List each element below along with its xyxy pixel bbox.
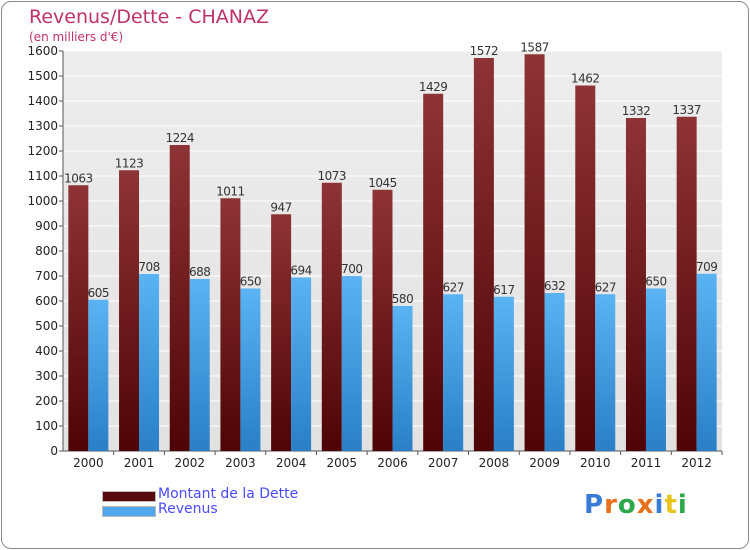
bar-revenus [544,293,565,451]
chart-title: Revenus/Dette - CHANAZ [29,6,269,28]
x-tick-label: 2010 [580,456,611,470]
bar-dette [220,198,241,451]
y-tick-label: 900 [35,219,58,233]
x-tick-label: 2008 [479,456,510,470]
legend-label-debt: Montant de la Dette [158,486,299,502]
logo-letter: i [677,490,688,520]
data-label-revenus: 694 [290,264,311,278]
data-label-revenus: 650 [240,275,261,289]
bar-dette [119,170,140,451]
logo-letter: i [654,490,665,520]
data-label-dette: 1462 [571,72,600,86]
logo-letter: P [584,490,605,520]
bar-dette [676,116,697,451]
bar-dette [625,118,646,451]
bar-revenus [696,273,717,451]
data-label-revenus: 627 [442,280,463,294]
data-label-dette: 1045 [368,176,397,190]
data-label-dette: 1073 [318,169,347,183]
bar-dette [169,145,190,451]
data-label-dette: 1429 [419,80,448,94]
bar-dette [68,185,89,451]
data-label-revenus: 627 [595,280,616,294]
chart-subtitle: (en milliers d'€) [29,30,124,44]
bar-revenus [443,294,464,451]
y-tick-label: 500 [35,319,58,333]
y-tick-label: 1400 [27,94,58,108]
bar-revenus [189,279,210,451]
x-tick-label: 2012 [681,456,712,470]
y-tick-label: 800 [35,244,58,258]
bar-dette [524,54,545,451]
y-tick-label: 100 [35,419,58,433]
y-tick-label: 1300 [27,119,58,133]
bar-revenus [240,288,261,451]
y-tick-label: 1600 [27,44,58,58]
bar-revenus [139,274,160,451]
y-tick-label: 1500 [27,69,58,83]
data-label-revenus: 700 [341,262,362,276]
bar-dette [473,58,494,451]
bar-revenus [392,306,413,451]
proxiti-logo: Proxiti [584,490,688,520]
y-tick-label: 1200 [27,144,58,158]
y-tick-label: 400 [35,344,58,358]
data-label-dette: 1224 [165,131,194,145]
x-tick-label: 2007 [428,456,459,470]
bar-dette [575,85,596,451]
data-label-dette: 947 [270,200,291,214]
bar-dette [372,189,393,451]
data-label-revenus: 632 [544,279,565,293]
y-tick-label: 700 [35,269,58,283]
x-tick-label: 2005 [327,456,358,470]
data-label-revenus: 709 [696,260,717,274]
logo-letter: t [664,490,678,520]
data-label-revenus: 617 [493,283,514,297]
bar-revenus [291,277,312,451]
y-tick-label: 1000 [27,194,58,208]
bar-dette [423,93,444,451]
data-label-dette: 1063 [64,171,93,185]
data-label-revenus: 580 [392,292,413,306]
logo-letter: o [617,490,637,520]
data-label-dette: 1123 [115,156,144,170]
data-label-revenus: 650 [645,275,666,289]
x-tick-label: 2001 [124,456,155,470]
x-tick-label: 2009 [529,456,560,470]
y-tick-label: 200 [35,394,58,408]
data-label-revenus: 688 [189,265,210,279]
data-label-dette: 1337 [672,103,701,117]
bar-revenus [493,296,514,451]
x-tick-label: 2004 [276,456,307,470]
y-tick-label: 300 [35,369,58,383]
data-label-revenus: 708 [138,260,159,274]
logo-letter: r [604,490,618,520]
x-tick-label: 2000 [73,456,104,470]
y-tick-label: 1100 [27,169,58,183]
legend-label-revenus: Revenus [158,501,218,517]
x-tick-label: 2011 [631,456,662,470]
bar-revenus [88,299,109,451]
logo-letter: x [636,490,655,520]
x-tick-label: 2002 [174,456,205,470]
data-label-dette: 1332 [622,104,651,118]
bar-dette [271,214,292,451]
data-label-revenus: 605 [88,286,109,300]
x-tick-label: 2003 [225,456,256,470]
data-label-dette: 1011 [216,184,245,198]
x-tick-label: 2006 [377,456,408,470]
y-tick-label: 600 [35,294,58,308]
bar-dette [321,182,342,451]
data-label-dette: 1587 [520,40,549,54]
bar-revenus [341,276,362,451]
bar-revenus [595,294,616,451]
legend-swatch-revenus [102,506,156,517]
y-tick-label: 0 [50,444,58,458]
data-label-dette: 1572 [470,44,499,58]
bar-revenus [645,288,666,451]
legend-swatch-debt [102,491,156,502]
